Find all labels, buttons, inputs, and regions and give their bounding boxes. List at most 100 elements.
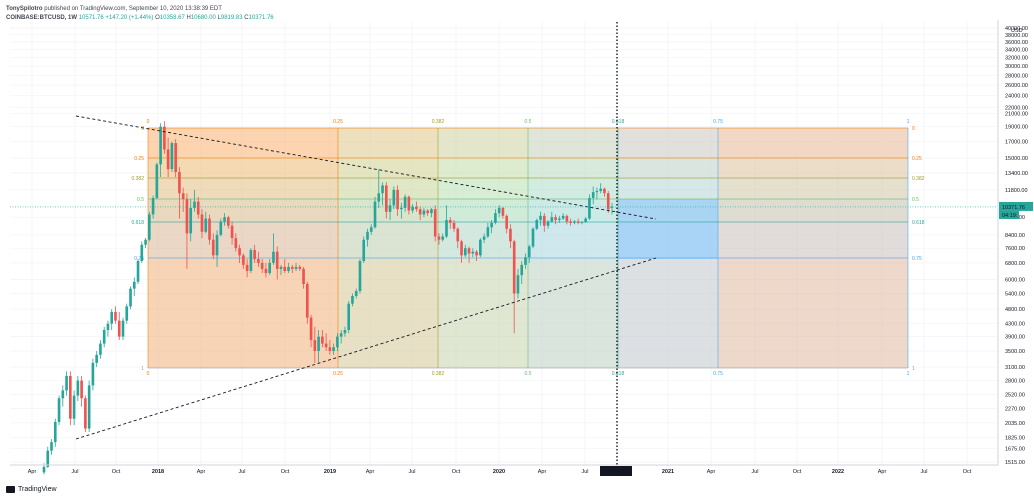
candle-body — [516, 275, 520, 294]
candle-body — [339, 333, 343, 337]
candle-body — [305, 284, 309, 318]
fib-cell-tint — [338, 158, 438, 178]
time-tick-label: 2019 — [324, 469, 336, 475]
candle-body — [463, 248, 467, 256]
fib-cell-tint — [338, 258, 438, 368]
fib-cell — [618, 258, 718, 368]
candle-body — [343, 330, 347, 334]
candle-body — [159, 126, 162, 165]
ascending-trendline[interactable] — [75, 257, 657, 440]
candle-body — [467, 248, 471, 254]
candle-body — [170, 143, 174, 170]
fib-cell — [718, 178, 908, 199]
candle-body — [433, 209, 437, 237]
candle-body — [260, 262, 264, 269]
high-label: H — [186, 15, 191, 21]
time-tick-label: 2021 — [662, 469, 674, 475]
candle-body — [69, 375, 72, 419]
fib-price-label-left: 0 — [141, 126, 144, 132]
price-tick-label: 15000.00 — [1005, 156, 1028, 162]
fib-cell-tint — [618, 178, 718, 199]
crosshair-date-badge — [600, 466, 632, 476]
close-label: C — [244, 15, 249, 21]
fib-cell-tint — [718, 258, 908, 368]
price-tick-label: 2270.00 — [1005, 406, 1025, 412]
trendlines[interactable] — [10, 22, 998, 465]
candle-body — [460, 241, 463, 256]
fib-price-label-left: 0.75 — [134, 256, 144, 262]
candle-body — [426, 210, 429, 214]
fib-time-label-top: 0.618 — [612, 119, 625, 125]
candle-body — [321, 336, 324, 344]
fib-cell-tint — [338, 222, 438, 258]
time-tick-label: 2020 — [493, 469, 505, 475]
fib-price-label-left: 0.5 — [137, 197, 144, 203]
candle-body — [381, 185, 384, 194]
fib-time-label-bottom: 0.75 — [713, 371, 723, 377]
price-tick-label: 36000.00 — [1005, 40, 1028, 46]
candle-body — [610, 206, 614, 208]
tradingview-brand: TradingView — [18, 486, 57, 493]
candle-body — [531, 228, 535, 247]
candle-body — [490, 222, 493, 228]
candle-body — [106, 323, 110, 331]
candle-body — [163, 126, 166, 150]
fib-cell — [618, 178, 718, 199]
candle-body — [178, 172, 181, 194]
close-value: 10371.76 — [248, 15, 274, 21]
fib-cell — [338, 128, 438, 158]
candle-body — [200, 214, 204, 232]
fib-cell — [338, 158, 438, 178]
price-tick-label: 13400.00 — [1005, 171, 1028, 177]
candle-body — [347, 303, 351, 331]
fib-cell-tint — [148, 158, 338, 178]
fib-cell — [718, 199, 908, 222]
candle-body — [456, 228, 460, 242]
fib-cell-tint — [148, 178, 338, 199]
candle-body — [99, 343, 102, 355]
candle-body — [573, 221, 576, 223]
fib-cell — [528, 158, 618, 178]
candle-body — [445, 220, 448, 237]
fib-price-label-right: 1 — [912, 366, 915, 372]
candle-body — [565, 215, 569, 222]
candle-body — [87, 385, 91, 429]
time-tick-label: Jul — [408, 469, 415, 475]
fib-price-label-left: 1 — [141, 366, 144, 372]
candle-body — [257, 259, 260, 263]
fib-time-label-top: 0 — [147, 119, 150, 125]
candle-body — [392, 189, 396, 206]
candle-body — [366, 231, 369, 240]
candle-body — [415, 206, 418, 210]
candle-body — [196, 201, 200, 215]
candle-body — [151, 197, 155, 215]
fib-cell-tint — [148, 258, 338, 368]
fib-highlight — [618, 199, 718, 259]
fib-cell-tint — [528, 128, 618, 158]
fib-cell — [528, 128, 618, 158]
candle-body — [362, 239, 366, 261]
price-tick-label: 19000.00 — [1005, 125, 1028, 131]
candle-body — [482, 236, 486, 240]
candle-body — [494, 213, 497, 223]
candle-body — [208, 218, 211, 240]
time-axis[interactable]: Apr Jul Oct 2018 Apr Jul Oct 2019 Apr Jul Oct 2020 A… — [10, 464, 998, 476]
candle-body — [155, 164, 159, 198]
candle-body — [283, 266, 287, 271]
descending-trendline[interactable] — [75, 115, 657, 220]
author-name: TonySpilotro — [6, 6, 43, 12]
price-tick-label: 7600.00 — [1005, 246, 1025, 252]
high-value: 10680.00 — [190, 15, 216, 21]
price-tick-label: 5400.00 — [1005, 291, 1025, 297]
candle-body — [501, 207, 505, 216]
candle-body — [189, 207, 193, 234]
candle-body — [505, 215, 508, 229]
fib-cell-tint — [618, 258, 718, 368]
fib-cell-tint — [718, 222, 908, 258]
candle-body — [84, 398, 87, 429]
candle-body — [448, 220, 452, 223]
candle-body — [471, 251, 475, 254]
time-tick-label: Apr — [878, 469, 887, 475]
